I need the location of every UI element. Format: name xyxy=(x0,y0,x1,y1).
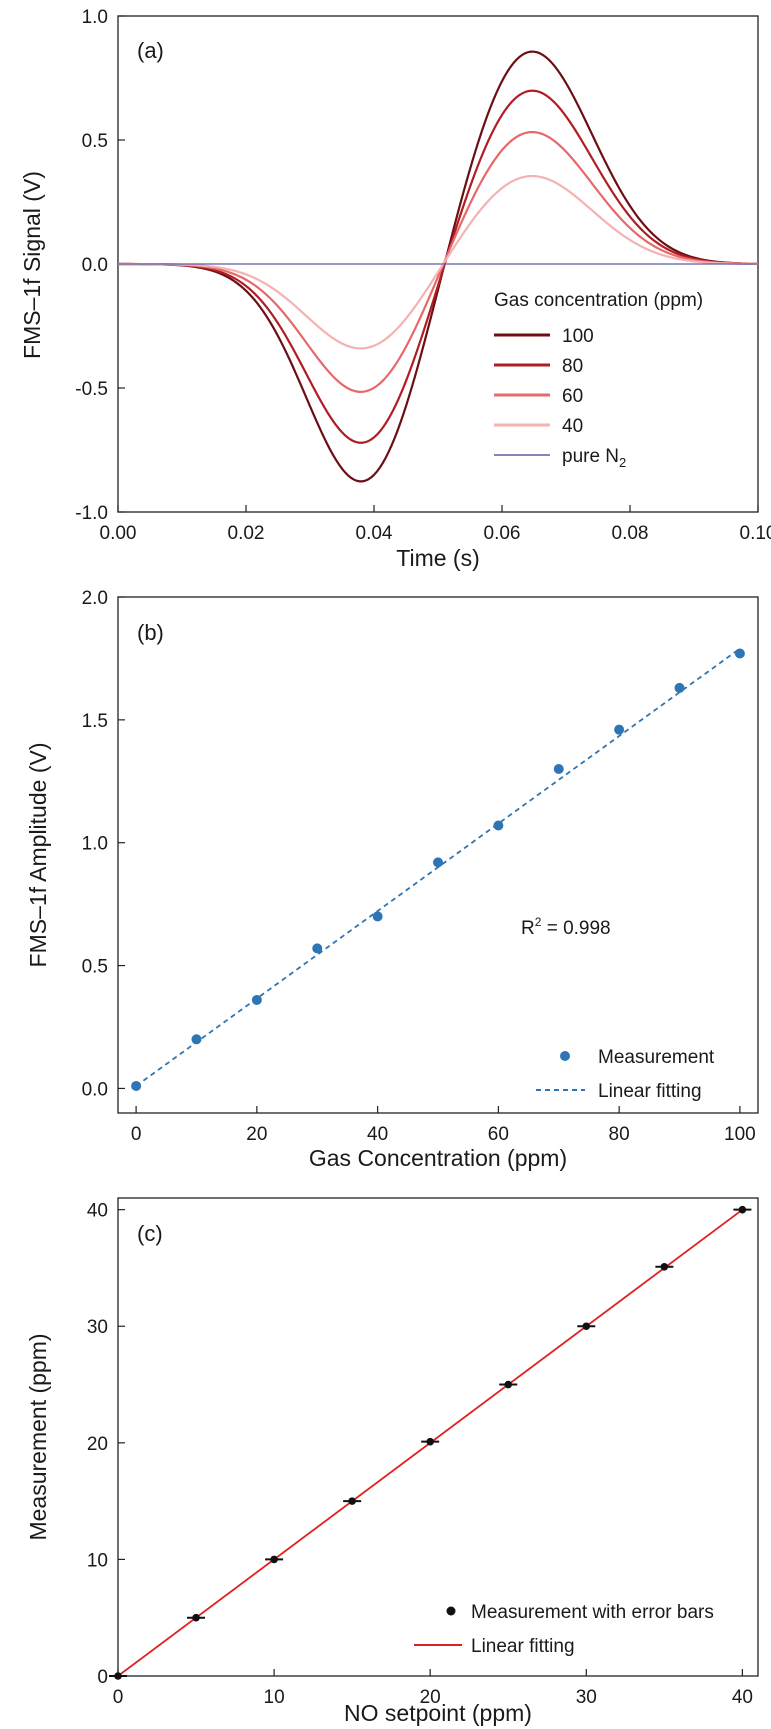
y-tick-label: 0 xyxy=(97,1667,108,1688)
data-point xyxy=(131,1080,142,1091)
x-tick-label: 0.10 xyxy=(740,523,771,544)
series-line-80 xyxy=(118,89,759,444)
legend-label-80: 80 xyxy=(562,356,583,377)
panel-c: 0 10 20 30 40 40 30 20 10 0 (c) NO setpoint (ppm… xyxy=(25,1197,759,1726)
panel-b-plot-area xyxy=(117,596,759,1114)
x-tick-label: 20 xyxy=(246,1124,267,1145)
data-point xyxy=(191,1034,202,1045)
x-tick-label: 60 xyxy=(488,1124,509,1145)
y-tick-label: 1.0 xyxy=(82,834,108,855)
data-point xyxy=(114,1672,122,1680)
x-tick-label: 0.04 xyxy=(356,523,393,544)
y-tick-label: 0.5 xyxy=(82,957,108,978)
data-point xyxy=(493,820,504,831)
series-line-60 xyxy=(118,130,759,393)
x-tick-label: 0.08 xyxy=(612,523,649,544)
panel-c-label: (c) xyxy=(137,1221,163,1246)
data-point xyxy=(660,1262,669,1271)
series-line-100 xyxy=(118,50,759,483)
x-tick-label: 20 xyxy=(420,1687,441,1708)
panel-b-x-ticks: 0 20 40 60 80 100 xyxy=(131,1106,756,1145)
panel-b-points xyxy=(131,648,745,1091)
data-point xyxy=(312,943,323,954)
data-point xyxy=(738,1205,747,1214)
x-tick-label: 10 xyxy=(264,1687,285,1708)
y-tick-label: 30 xyxy=(87,1317,108,1338)
x-tick-label: 100 xyxy=(724,1124,756,1145)
data-point xyxy=(433,857,443,868)
data-point xyxy=(674,682,685,693)
panel-a-label: (a) xyxy=(137,38,164,63)
y-tick-label: 1.5 xyxy=(82,711,108,732)
legend-marker-measurement xyxy=(560,1051,570,1061)
y-tick-label: 40 xyxy=(87,1201,108,1222)
x-tick-label: 0.00 xyxy=(100,523,137,544)
x-tick-label: 40 xyxy=(732,1687,753,1708)
panel-b-legend: Measurement Linear fitting xyxy=(536,1047,715,1102)
data-point xyxy=(251,994,262,1005)
y-tick-label: 10 xyxy=(87,1550,108,1571)
x-tick-label: 0 xyxy=(113,1687,124,1708)
legend-label-60: 60 xyxy=(562,386,583,407)
data-point xyxy=(553,764,564,774)
legend-marker-measurement-error-bars xyxy=(446,1606,456,1616)
panel-a-y-ticks: 1.0 0.5 0.0 -0.5 -1.0 xyxy=(75,7,125,524)
panel-b-y-axis-label: FMS–1f Amplitude (V) xyxy=(25,743,51,968)
legend-label-linear-fitting: Linear fitting xyxy=(598,1081,702,1102)
data-point xyxy=(192,1613,200,1622)
x-tick-label: 80 xyxy=(609,1124,630,1145)
data-point xyxy=(372,911,383,922)
legend-label-40: 40 xyxy=(562,416,583,437)
x-tick-label: 40 xyxy=(367,1124,388,1145)
legend-label-pure-n2: pure N2 xyxy=(562,446,626,470)
panel-b-r2-annotation: R2 = 0.998 xyxy=(521,915,611,939)
panel-a: 0.00 0.02 0.04 0.06 0.08 0.10 1.0 0.5 0.0 -0.5 -1… xyxy=(19,7,771,571)
panel-c-points xyxy=(109,1205,752,1680)
panel-a-x-axis-label: Time (s) xyxy=(396,545,479,571)
panel-b: 0 20 40 60 80 100 2.0 1.5 1.0 0.5 0.0 (b) R2 = 0.… xyxy=(25,588,759,1171)
series-line-40 xyxy=(118,174,759,350)
data-point xyxy=(614,724,625,735)
x-tick-label: 30 xyxy=(576,1687,597,1708)
panel-c-y-ticks: 40 30 20 10 0 xyxy=(87,1201,125,1688)
panel-a-legend: Gas concentration (ppm) 100 80 60 40 pur… xyxy=(494,290,703,470)
panel-c-plot-area xyxy=(117,1197,759,1677)
x-tick-label: 0.06 xyxy=(484,523,521,544)
panel-b-y-ticks: 2.0 1.5 1.0 0.5 0.0 xyxy=(82,588,125,1100)
panel-c-x-ticks: 0 10 20 30 40 xyxy=(113,1669,753,1708)
legend-label-linear-fitting-c: Linear fitting xyxy=(471,1636,575,1657)
data-point xyxy=(734,648,745,659)
data-point xyxy=(426,1437,434,1446)
y-tick-label: 0.5 xyxy=(82,131,108,152)
x-tick-label: 0.02 xyxy=(228,523,265,544)
panel-b-x-axis-label: Gas Concentration (ppm) xyxy=(309,1145,567,1171)
y-tick-label: -0.5 xyxy=(75,379,108,400)
x-tick-label: 0 xyxy=(131,1124,142,1145)
data-point xyxy=(582,1322,591,1331)
data-point xyxy=(348,1497,356,1505)
y-tick-label: 2.0 xyxy=(82,588,108,609)
legend-label-measurement: Measurement xyxy=(598,1047,715,1068)
y-tick-label: 0.0 xyxy=(82,1079,108,1100)
panel-a-x-ticks: 0.00 0.02 0.04 0.06 0.08 0.10 xyxy=(100,505,771,544)
y-tick-label: 1.0 xyxy=(82,7,108,28)
legend-label-measurement-error-bars: Measurement with error bars xyxy=(471,1602,714,1623)
data-point xyxy=(270,1555,278,1564)
panel-b-label: (b) xyxy=(137,620,164,645)
legend-label-100: 100 xyxy=(562,326,594,347)
panel-c-x-axis-label: NO setpoint (ppm) xyxy=(344,1700,532,1726)
y-tick-label: 0.0 xyxy=(82,255,108,276)
panel-c-y-axis-label: Measurement (ppm) xyxy=(25,1333,51,1540)
panel-a-legend-title: Gas concentration (ppm) xyxy=(494,290,703,311)
panel-a-y-axis-label: FMS–1f Signal (V) xyxy=(19,171,45,359)
y-tick-label: -1.0 xyxy=(75,503,108,524)
data-point xyxy=(504,1380,513,1389)
panel-a-series-lines xyxy=(118,50,759,483)
panel-c-legend: Measurement with error bars Linear fitti… xyxy=(414,1602,714,1657)
y-tick-label: 20 xyxy=(87,1434,108,1455)
